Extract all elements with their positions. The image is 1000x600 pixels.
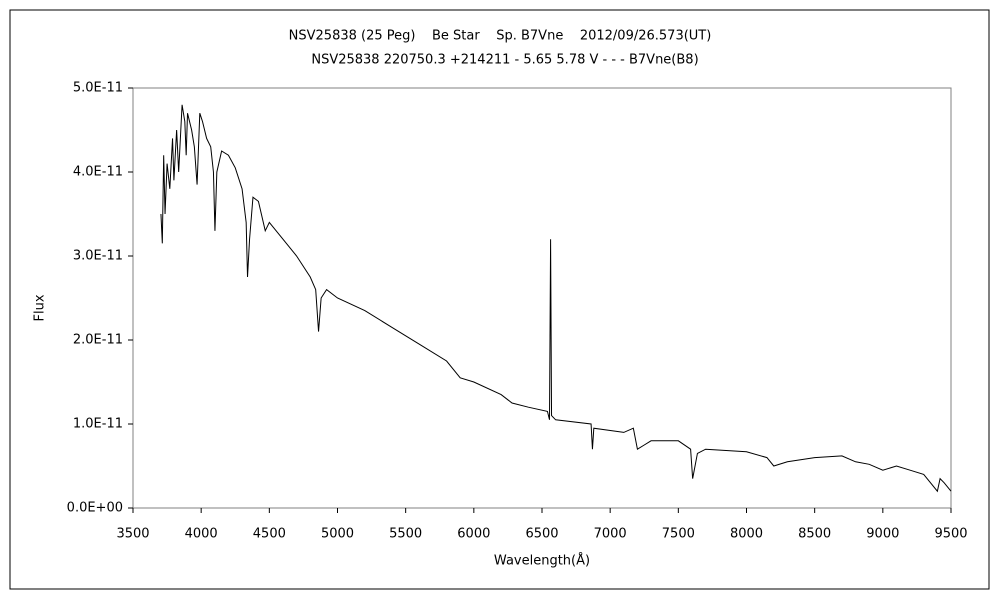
chart-subtitle: NSV25838 220750.3 +214211 - 5.65 5.78 V … — [311, 53, 698, 68]
chart-title: NSV25838 (25 Peg) Be Star Sp. B7Vne 2012… — [289, 29, 712, 44]
y-tick-label: 0.0E+00 — [67, 501, 123, 516]
y-tick-label: 5.0E-11 — [73, 81, 123, 96]
x-tick-label: 3500 — [116, 527, 149, 542]
x-tick-label: 6500 — [525, 527, 558, 542]
x-tick-label: 6000 — [457, 527, 490, 542]
spectrum-line — [160, 104, 952, 493]
x-axis-label: Wavelength(Å) — [494, 553, 590, 569]
x-tick-label: 4000 — [185, 527, 218, 542]
x-tick-label: 8500 — [798, 527, 831, 542]
x-tick-label: 5500 — [389, 527, 422, 542]
y-tick-label: 4.0E-11 — [73, 165, 123, 180]
y-tick-label: 3.0E-11 — [73, 249, 123, 264]
x-tick-label: 4500 — [253, 527, 286, 542]
x-tick-label: 9500 — [934, 527, 967, 542]
x-tick-label: 5000 — [321, 527, 354, 542]
y-tick-label: 1.0E-11 — [73, 417, 123, 432]
y-axis-label: Flux — [33, 294, 48, 321]
x-tick-label: 7000 — [594, 527, 627, 542]
x-tick-label: 9000 — [866, 527, 899, 542]
plot-area — [132, 87, 952, 509]
y-tick-label: 2.0E-11 — [73, 333, 123, 348]
x-tick-label: 7500 — [662, 527, 695, 542]
x-tick-label: 8000 — [730, 527, 763, 542]
